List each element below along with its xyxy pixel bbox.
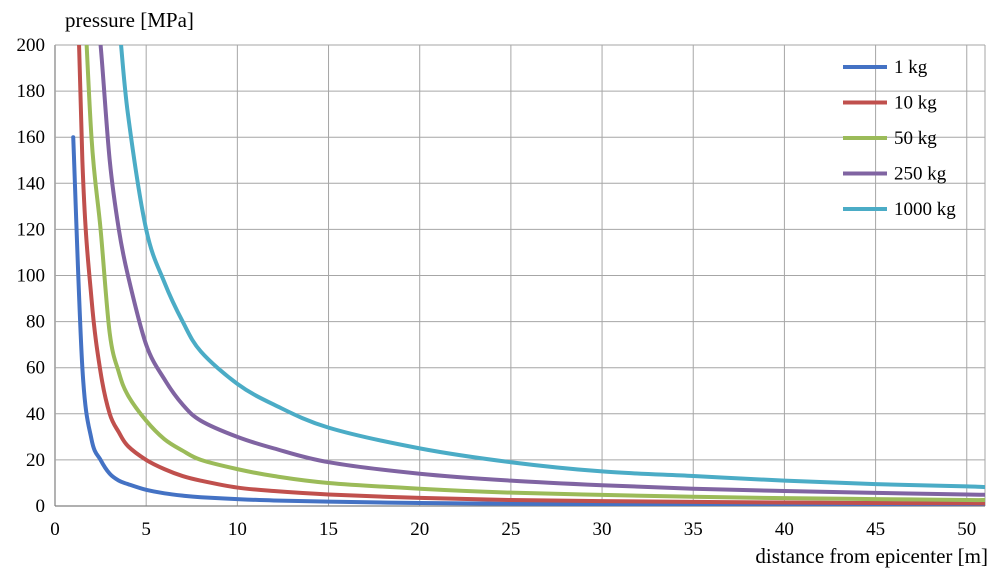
y-tick-label: 100 <box>17 266 46 287</box>
x-tick-label: 30 <box>593 519 612 540</box>
y-tick-label: 200 <box>17 35 46 56</box>
y-tick-label: 60 <box>26 358 45 379</box>
y-tick-label: 140 <box>17 173 46 194</box>
y-tick-label: 180 <box>17 81 46 102</box>
series-line-10-kg <box>76 45 985 506</box>
y-tick-label: 20 <box>26 450 45 471</box>
x-tick-label: 15 <box>319 519 338 540</box>
x-tick-label: 10 <box>228 519 247 540</box>
y-tick-label: 120 <box>17 219 46 240</box>
grid-lines <box>54 44 986 507</box>
x-tick-labels: 0 5 10 15 20 25 30 35 40 45 50 <box>50 519 976 540</box>
y-tick-label: 40 <box>26 404 45 425</box>
x-tick-label: 25 <box>501 519 520 540</box>
y-tick-labels: 0 20 40 60 80 100 120 140 160 180 200 <box>17 35 46 517</box>
legend: 1 kg 10 kg 50 kg 250 kg 1000 kg <box>843 57 956 220</box>
x-tick-label: 50 <box>957 519 976 540</box>
series-line-50-kg <box>84 45 985 503</box>
series-lines <box>71 45 985 506</box>
series-line-1000-kg <box>119 45 985 490</box>
series-line-1-kg <box>71 135 985 506</box>
x-axis-title: distance from epicenter [m] <box>755 544 988 568</box>
y-axis-title: pressure [MPa] <box>65 8 194 32</box>
legend-label: 10 kg <box>894 93 937 114</box>
x-tick-label: 45 <box>866 519 885 540</box>
y-tick-label: 80 <box>26 312 45 333</box>
legend-label: 1000 kg <box>894 199 956 220</box>
legend-label: 1 kg <box>894 57 928 78</box>
x-tick-label: 0 <box>50 519 60 540</box>
x-tick-label: 35 <box>684 519 703 540</box>
legend-label: 250 kg <box>894 164 947 185</box>
legend-label: 50 kg <box>894 128 937 149</box>
y-tick-label: 160 <box>17 127 46 148</box>
x-tick-label: 20 <box>410 519 429 540</box>
series-line-250-kg <box>98 45 985 497</box>
x-tick-label: 5 <box>141 519 151 540</box>
y-tick-label: 0 <box>36 496 46 517</box>
x-tick-label: 40 <box>775 519 794 540</box>
